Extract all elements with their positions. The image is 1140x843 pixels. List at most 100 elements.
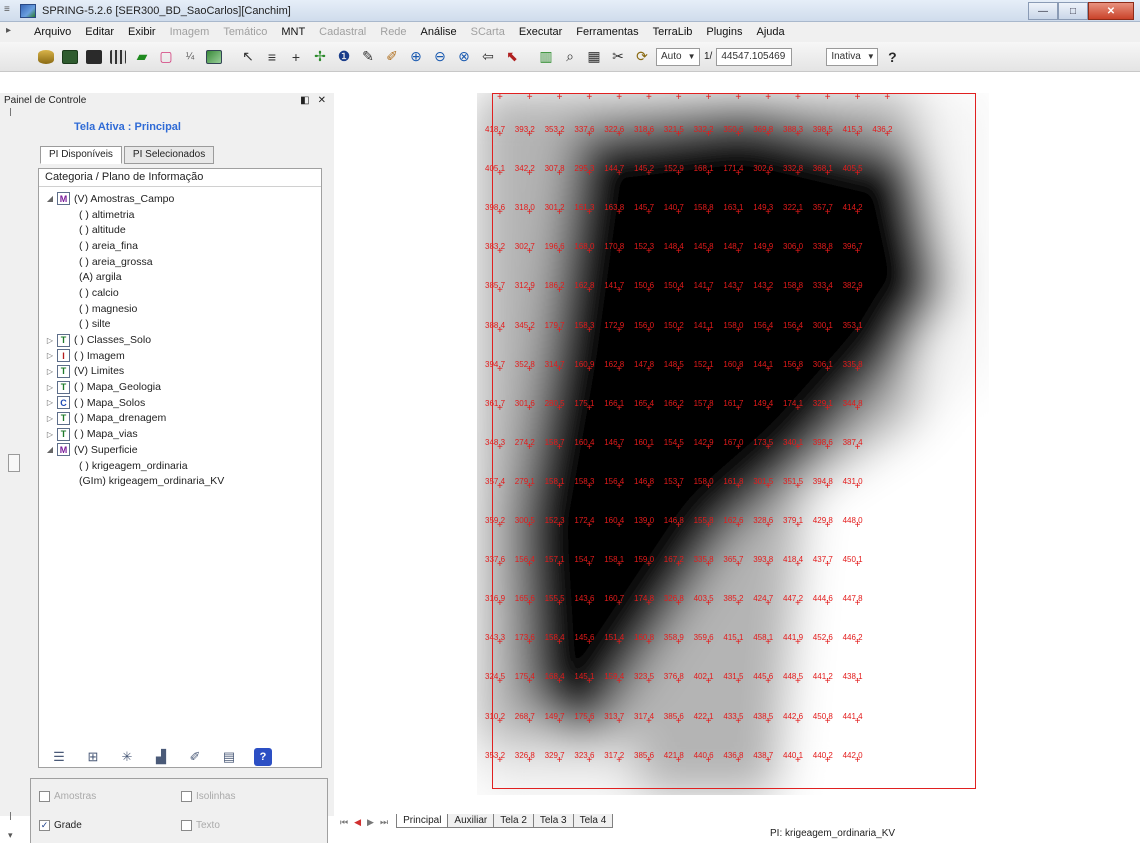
layer-node[interactable]: ( ) krigeagem_ordinaria xyxy=(39,458,321,474)
menu-an-lise[interactable]: Análise xyxy=(420,26,457,38)
zoom-area-icon[interactable]: ⊗ xyxy=(458,48,470,64)
window-icon[interactable]: ▢ xyxy=(159,48,173,64)
screen-tab-tela-4[interactable]: Tela 4 xyxy=(572,814,614,828)
menu-tem-tico[interactable]: Temático xyxy=(223,26,268,38)
scale-mode-select[interactable]: Auto ▼ xyxy=(656,47,700,66)
tools-icon[interactable]: ✂ xyxy=(612,48,624,64)
category-node[interactable]: ▷ T ( ) Mapa_vias xyxy=(39,426,321,442)
edit-icon[interactable]: ✐ xyxy=(189,749,201,764)
expand-arrow-icon[interactable]: ▷ xyxy=(46,335,54,345)
table-icon[interactable]: ▦ xyxy=(587,48,601,64)
grid-view-icon[interactable]: ⊞ xyxy=(87,749,99,764)
panel-splitter-handle[interactable] xyxy=(8,454,20,472)
category-node[interactable]: ▷ T ( ) Classes_Solo xyxy=(39,332,321,348)
layer-node[interactable]: ( ) silte xyxy=(39,317,321,333)
maximize-button[interactable]: □ xyxy=(1058,2,1088,20)
menu-cadastral[interactable]: Cadastral xyxy=(319,26,367,38)
menu-scarta[interactable]: SCarta xyxy=(470,26,505,38)
close-panel-icon[interactable]: ✕ xyxy=(317,94,326,106)
menu-imagem[interactable]: Imagem xyxy=(169,26,210,38)
drawing-area[interactable]: 418.7 +393.2 +353.2 +337.6 +322.6 +318.6 +321.… xyxy=(340,93,1140,809)
pencil-icon[interactable]: ✐ xyxy=(386,48,398,64)
option-grade[interactable]: ✓ Grade xyxy=(39,820,82,831)
zoom-in-icon[interactable]: ⊕ xyxy=(410,48,422,64)
table-grid-icon[interactable] xyxy=(108,47,128,67)
next-tab-icon[interactable]: ▶ xyxy=(367,817,374,827)
menu-terralib[interactable]: TerraLib xyxy=(652,26,693,38)
category-node[interactable]: ◢ M (V) Superficie xyxy=(39,442,321,458)
layer-node[interactable]: (GIm) krigeagem_ordinaria_KV xyxy=(39,473,321,489)
checkbox-icon[interactable] xyxy=(181,791,192,802)
last-tab-icon[interactable]: ⏭ xyxy=(379,817,389,827)
help-icon[interactable]: ? xyxy=(888,48,897,65)
menu-plugins[interactable]: Plugins xyxy=(706,26,743,38)
collapse-arrow-icon[interactable]: ◢ xyxy=(46,194,54,204)
chart-icon[interactable]: ▟ xyxy=(156,749,166,764)
tab-pi-dispon-veis[interactable]: PI Disponíveis xyxy=(40,146,122,164)
table-icon[interactable]: ▤ xyxy=(222,749,236,764)
menu-executar[interactable]: Executar xyxy=(518,26,563,38)
menu-editar[interactable]: Editar xyxy=(85,26,115,38)
expand-arrow-icon[interactable]: ▷ xyxy=(46,382,54,392)
expand-arrow-icon[interactable]: ▷ xyxy=(46,398,54,408)
screen-tab-principal[interactable]: Principal xyxy=(396,814,449,828)
tab-pi-selecionados[interactable]: PI Selecionados xyxy=(123,146,215,164)
expand-arrow-icon[interactable]: ▷ xyxy=(46,429,54,439)
option-isolinhas[interactable]: Isolinhas xyxy=(181,791,235,802)
collapse-arrow-icon[interactable]: ◢ xyxy=(46,445,54,455)
pointer-icon[interactable]: ↖ xyxy=(242,48,254,64)
magnifier-icon[interactable]: ⌕ xyxy=(566,48,574,64)
first-tab-icon[interactable]: ⏮ xyxy=(340,817,349,827)
cursor-info-icon[interactable]: ≡ xyxy=(267,48,277,65)
info-icon[interactable]: ❶ xyxy=(337,48,351,64)
state-select[interactable]: Inativa ▼ xyxy=(826,47,879,66)
screen-tab-tela-3[interactable]: Tela 3 xyxy=(532,814,574,828)
expand-arrow-icon[interactable]: ▷ xyxy=(46,351,54,361)
scale-input[interactable]: 44547.105469 xyxy=(716,47,793,66)
menu-ajuda[interactable]: Ajuda xyxy=(756,26,785,38)
category-node[interactable]: ▷ I ( ) Imagem xyxy=(39,348,321,364)
previous-view-icon[interactable]: ⇦ xyxy=(482,48,494,64)
expand-arrow-icon[interactable]: ▷ xyxy=(46,366,54,376)
category-node[interactable]: ◢ M (V) Amostras_Campo xyxy=(39,191,321,207)
layer-icon[interactable] xyxy=(84,47,104,67)
close-button[interactable]: ✕ xyxy=(1088,2,1134,20)
map-canvas[interactable]: 418.7 +393.2 +353.2 +337.6 +322.6 +318.6 +321.… xyxy=(477,93,989,795)
help-icon[interactable]: ? xyxy=(254,748,272,766)
float-icon[interactable]: ◧ xyxy=(300,94,310,106)
layer-node[interactable]: ( ) altitude xyxy=(39,222,321,238)
map-icon[interactable] xyxy=(204,47,224,67)
zoom-out-icon[interactable]: ⊖ xyxy=(434,48,446,64)
checkbox-icon[interactable] xyxy=(181,820,192,831)
screen-tab-auxiliar[interactable]: Auxiliar xyxy=(447,814,495,828)
list-icon[interactable]: ☰ xyxy=(53,749,65,764)
menu-rede[interactable]: Rede xyxy=(380,26,407,38)
minimize-button[interactable]: — xyxy=(1028,2,1058,20)
category-node[interactable]: ▷ T ( ) Mapa_drenagem xyxy=(39,411,321,427)
refresh-icon[interactable]: ⟳ xyxy=(636,48,648,64)
menu-mnt[interactable]: MNT xyxy=(281,26,306,38)
raster-icon[interactable]: ▥ xyxy=(539,48,553,64)
restore-view-icon[interactable]: ⬉ xyxy=(506,48,518,64)
layer-node[interactable]: (A) argila xyxy=(39,269,321,285)
menu-arquivo[interactable]: Arquivo xyxy=(34,26,72,38)
layer-tool-icon[interactable]: ✳ xyxy=(121,749,133,764)
database-icon[interactable] xyxy=(36,47,56,67)
pan-icon[interactable]: ✢ xyxy=(314,48,326,64)
plus-icon[interactable]: + xyxy=(291,48,301,65)
prev-tab-icon[interactable]: ◀ xyxy=(354,817,362,827)
layer-node[interactable]: ( ) altimetria xyxy=(39,207,321,223)
layer-tree[interactable]: Categoria / Plano de Informação ◢ M (V) Am… xyxy=(38,168,322,768)
menu-ferramentas[interactable]: Ferramentas xyxy=(576,26,639,38)
select-icon[interactable]: ✎ xyxy=(362,48,374,64)
scale-icon[interactable]: ¼ xyxy=(185,51,195,62)
expand-arrow-icon[interactable]: ▷ xyxy=(46,413,54,423)
layer-node[interactable]: ( ) magnesio xyxy=(39,301,321,317)
menu-exibir[interactable]: Exibir xyxy=(128,26,156,38)
checkbox-icon[interactable] xyxy=(39,791,50,802)
layer-node[interactable]: ( ) areia_grossa xyxy=(39,254,321,270)
draw-icon[interactable]: ▰ xyxy=(136,48,148,64)
category-node[interactable]: ▷ T ( ) Mapa_Geologia xyxy=(39,379,321,395)
layer-node[interactable]: ( ) areia_fina xyxy=(39,238,321,254)
project-icon[interactable] xyxy=(60,47,80,67)
